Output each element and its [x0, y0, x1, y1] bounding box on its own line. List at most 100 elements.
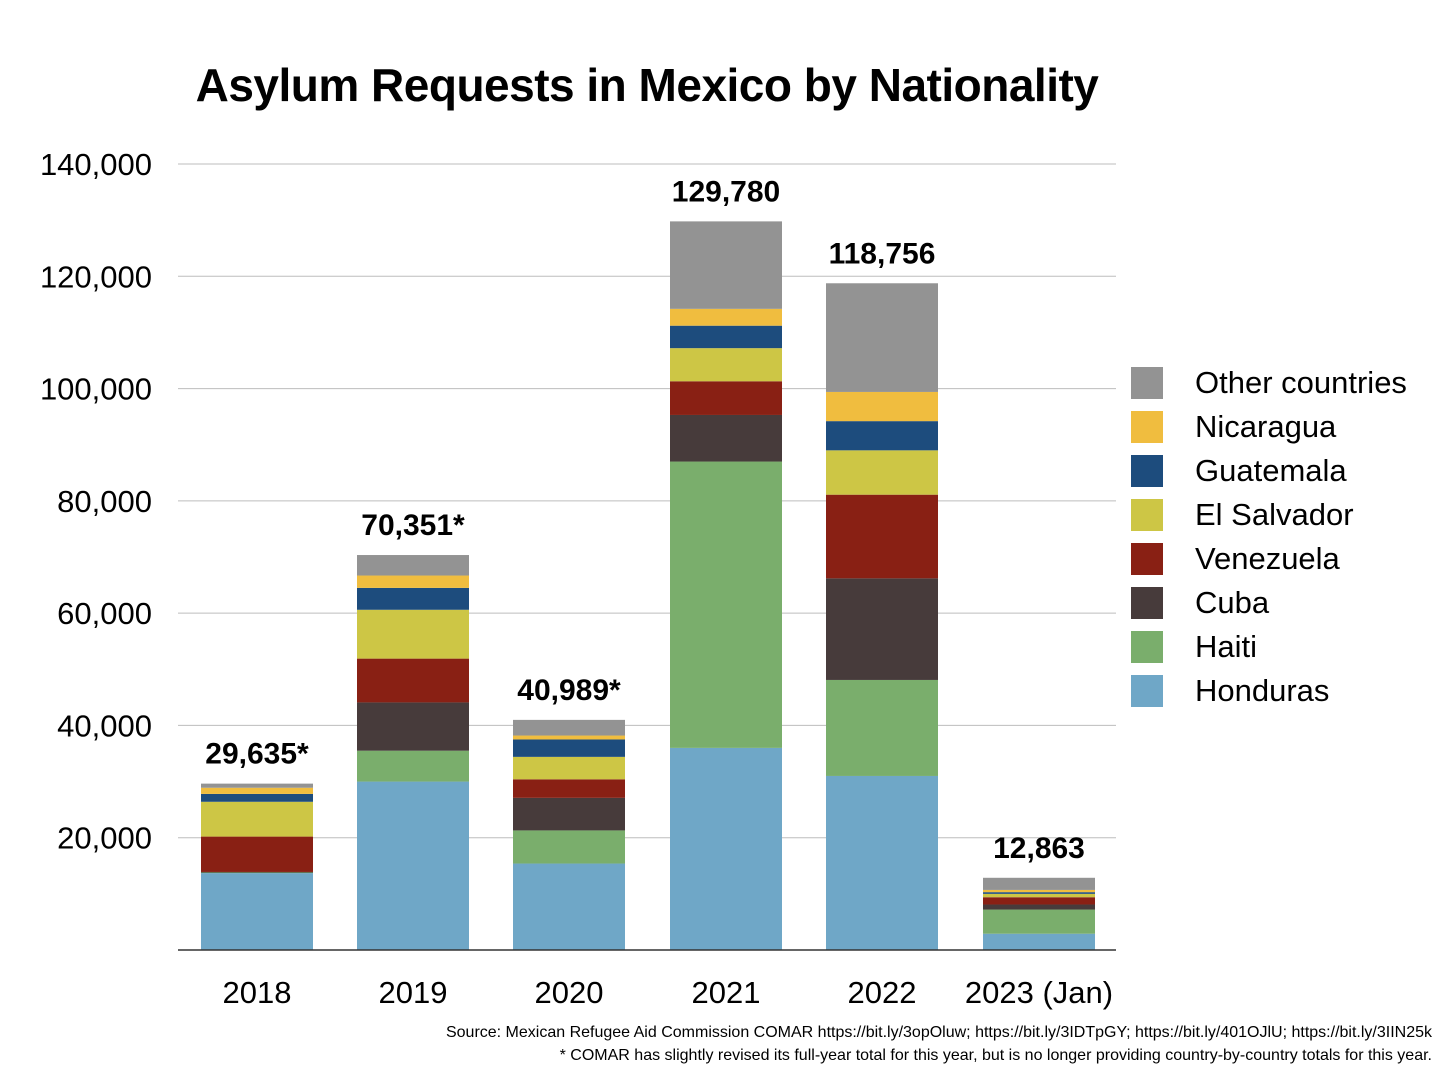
- legend-label: Honduras: [1195, 673, 1330, 708]
- x-tick-label: 2023 (Jan): [965, 975, 1113, 1010]
- bar-stack-2018: [201, 783, 313, 950]
- bar-segment-venezuela-2023-jan: [983, 897, 1095, 905]
- bar-segment-el-salvador-2021: [670, 348, 782, 382]
- bar-segment-other-countries-2020: [513, 719, 625, 736]
- bar-total-label: 40,989*: [517, 674, 621, 707]
- bar-segment-el-salvador-2022: [826, 450, 938, 495]
- bar-segment-guatemala-2022: [826, 421, 938, 451]
- bar-segment-venezuela-2022: [826, 494, 938, 579]
- legend-swatch: [1131, 631, 1163, 663]
- bar-segment-haiti-2022: [826, 679, 938, 776]
- bar-segment-haiti-2023-jan: [983, 909, 1095, 934]
- bar-segment-el-salvador-2023-jan: [983, 893, 1095, 898]
- bar-segment-guatemala-2023-jan: [983, 892, 1095, 894]
- legend-item-venezuela: Venezuela: [1131, 537, 1407, 581]
- bar-total-label: 12,863: [993, 832, 1085, 865]
- legend-item-nicaragua: Nicaragua: [1131, 405, 1407, 449]
- y-axis-tick-labels: 20,000 40,000 60,000 80,000 100,000 120,000 14…: [40, 147, 152, 856]
- legend-item-el-salvador: El Salvador: [1131, 493, 1407, 537]
- bar-segment-cuba-2022: [826, 578, 938, 680]
- legend-label: El Salvador: [1195, 497, 1354, 532]
- legend-swatch: [1131, 499, 1163, 531]
- bar-segment-haiti-2018: [201, 872, 313, 874]
- bar-segment-nicaragua-2021: [670, 308, 782, 326]
- bar-segment-other-countries-2021: [670, 221, 782, 309]
- legend-swatch: [1131, 587, 1163, 619]
- legend-item-haiti: Haiti: [1131, 625, 1407, 669]
- bar-segment-nicaragua-2022: [826, 391, 938, 422]
- bar-segment-venezuela-2021: [670, 381, 782, 415]
- bar-stack-2020: [513, 719, 625, 950]
- legend-item-other-countries: Other countries: [1131, 361, 1407, 405]
- bar-segment-venezuela-2019: [357, 658, 469, 703]
- bar-segment-cuba-2021: [670, 414, 782, 462]
- bar-total-label: 129,780: [672, 175, 780, 208]
- x-tick-label: 2018: [223, 975, 292, 1010]
- y-tick-label: 100,000: [40, 372, 152, 407]
- bar-segment-nicaragua-2023-jan: [983, 889, 1095, 893]
- y-tick-label: 40,000: [57, 708, 152, 743]
- y-tick-label: 140,000: [40, 147, 152, 182]
- bar-total-label: 29,635*: [205, 738, 309, 771]
- footnote: * COMAR has slightly revised its full-ye…: [559, 1047, 1432, 1064]
- y-tick-label: 60,000: [57, 596, 152, 631]
- legend-label: Haiti: [1195, 629, 1258, 664]
- legend-label: Venezuela: [1195, 541, 1340, 576]
- bar-segment-nicaragua-2020: [513, 735, 625, 740]
- legend-label: Nicaragua: [1195, 409, 1337, 444]
- legend-swatch: [1131, 411, 1163, 443]
- gridlines: [178, 163, 1116, 839]
- bar-segment-honduras-2023-jan: [983, 933, 1095, 950]
- bar-stack-2021: [670, 221, 782, 950]
- bar-segment-other-countries-2023-jan: [983, 877, 1095, 890]
- bar-segment-guatemala-2018: [201, 793, 313, 802]
- source-note: Source: Mexican Refugee Aid Commission C…: [445, 1024, 1432, 1041]
- legend-item-honduras: Honduras: [1131, 669, 1407, 713]
- y-tick-label: 120,000: [40, 259, 152, 294]
- bar-total-label: 118,756: [829, 237, 936, 270]
- legend-swatch: [1131, 543, 1163, 575]
- chart-title: Asylum Requests in Mexico by Nationality: [195, 59, 1099, 111]
- bar-segment-nicaragua-2018: [201, 787, 313, 794]
- bar-segment-venezuela-2018: [201, 836, 313, 872]
- bar-stack-2023-jan: [983, 877, 1095, 950]
- bar-segment-haiti-2019: [357, 750, 469, 782]
- y-tick-label: 20,000: [57, 821, 152, 856]
- bar-segment-cuba-2018: [201, 871, 313, 873]
- bar-segment-cuba-2020: [513, 797, 625, 831]
- bar-segment-haiti-2020: [513, 830, 625, 864]
- bar-segment-other-countries-2022: [826, 283, 938, 392]
- bar-segment-venezuela-2020: [513, 779, 625, 798]
- y-tick-label: 80,000: [57, 484, 152, 519]
- x-tick-label: 2021: [692, 975, 761, 1010]
- bar-segment-nicaragua-2019: [357, 575, 469, 588]
- bar-segment-honduras-2022: [826, 775, 938, 950]
- bar-segment-honduras-2019: [357, 781, 469, 950]
- bar-stack-2019: [357, 555, 469, 950]
- x-tick-label: 2020: [535, 975, 604, 1010]
- bar-segment-cuba-2019: [357, 702, 469, 751]
- x-tick-label: 2022: [848, 975, 917, 1010]
- legend-label: Cuba: [1195, 585, 1270, 620]
- legend-swatch: [1131, 455, 1163, 487]
- bar-total-label: 70,351*: [361, 509, 465, 542]
- bar-segment-el-salvador-2020: [513, 756, 625, 780]
- bar-segment-other-countries-2019: [357, 555, 469, 576]
- legend-swatch: [1131, 367, 1163, 399]
- bar-segment-honduras-2021: [670, 747, 782, 950]
- bar-stack-2022: [826, 283, 938, 950]
- x-axis-tick-labels: 2018 2019 2020 2021 2022 2023 (Jan): [223, 975, 1114, 1010]
- legend: Other countries Nicaragua Guatemala El Salv…: [1131, 361, 1407, 713]
- bar-segment-guatemala-2021: [670, 325, 782, 349]
- bar-segment-guatemala-2019: [357, 587, 469, 610]
- bar-segment-haiti-2021: [670, 461, 782, 748]
- x-tick-label: 2019: [379, 975, 448, 1010]
- bar-segment-cuba-2023-jan: [983, 904, 1095, 910]
- legend-item-guatemala: Guatemala: [1131, 449, 1407, 493]
- bar-segment-honduras-2018: [201, 873, 313, 950]
- legend-label: Guatemala: [1195, 453, 1347, 488]
- bars: [201, 221, 1095, 950]
- legend-label: Other countries: [1195, 365, 1407, 400]
- legend-swatch: [1131, 675, 1163, 707]
